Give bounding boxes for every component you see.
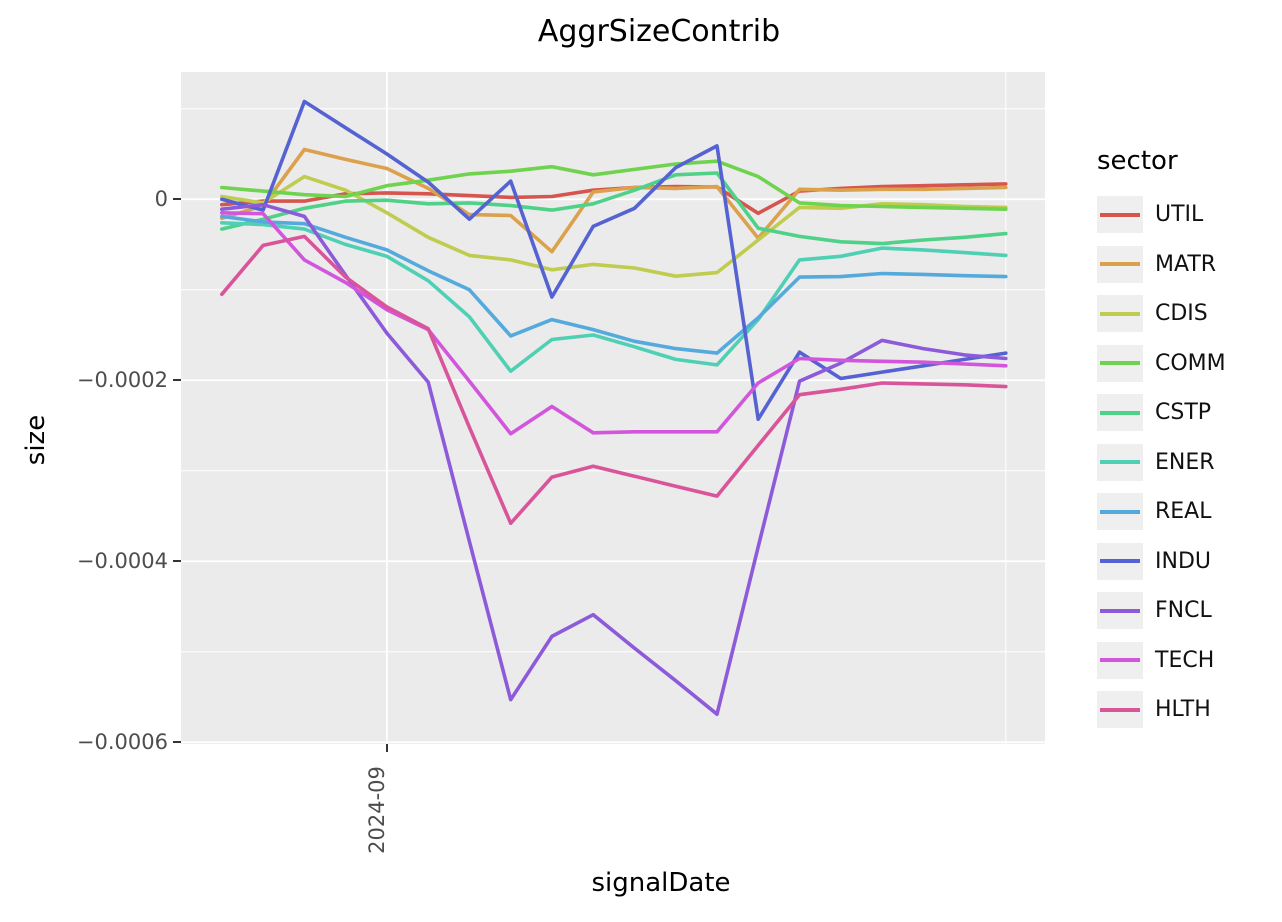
legend-item-CSTP: CSTP	[1097, 388, 1226, 438]
legend-item-CDIS: CDIS	[1097, 289, 1226, 339]
legend-key-swatch	[1097, 691, 1143, 729]
chart-title: AggrSizeContrib	[537, 14, 781, 49]
series-line-HLTH	[219, 234, 1008, 526]
y-tick-mark	[173, 741, 181, 744]
legend-label: MATR	[1155, 251, 1217, 277]
legend-item-COMM: COMM	[1097, 339, 1226, 389]
legend-key-swatch	[1097, 443, 1143, 481]
legend-title: sector	[1097, 146, 1178, 176]
legend: sector UTIL MATR CDIS COMM CSTP ENER REAL INDU F…	[1097, 146, 1226, 735]
series-line-MATR	[219, 147, 1008, 254]
legend-key-swatch	[1097, 542, 1143, 580]
series-line-COMM	[219, 159, 1008, 211]
series-line-ENER	[219, 221, 1008, 374]
x-tick-label: 2024-09	[364, 766, 389, 854]
legend-label: FNCL	[1155, 598, 1212, 624]
y-tick-label: −0.0002	[76, 367, 168, 392]
legend-item-TECH: TECH	[1097, 636, 1226, 686]
legend-key-line	[1100, 707, 1140, 712]
plot-canvas	[181, 72, 1045, 744]
y-tick-mark	[173, 379, 181, 382]
legend-key-line	[1100, 559, 1140, 564]
y-tick-mark	[173, 198, 181, 201]
legend-key-line	[1100, 410, 1140, 415]
y-tick-label: 0	[154, 186, 168, 211]
legend-item-HLTH: HLTH	[1097, 685, 1226, 735]
legend-key-line	[1100, 608, 1140, 613]
x-tick-mark	[385, 744, 388, 752]
legend-label: CSTP	[1155, 400, 1212, 426]
x-axis-title: signalDate	[591, 868, 731, 898]
series-line-REAL	[219, 214, 1008, 355]
legend-key-line	[1100, 311, 1140, 316]
legend-key-line	[1100, 509, 1140, 514]
legend-key-swatch	[1097, 641, 1143, 679]
legend-key-line	[1100, 361, 1140, 366]
legend-label: HLTH	[1155, 697, 1211, 723]
legend-label: INDU	[1155, 548, 1211, 574]
legend-key-line	[1100, 212, 1140, 217]
legend-key-swatch	[1097, 196, 1143, 234]
legend-label: REAL	[1155, 499, 1212, 525]
legend-key-swatch	[1097, 394, 1143, 432]
legend-label: TECH	[1155, 647, 1215, 673]
legend-key-swatch	[1097, 344, 1143, 382]
legend-item-FNCL: FNCL	[1097, 586, 1226, 636]
y-axis-title: size	[21, 414, 51, 466]
legend-label: COMM	[1155, 350, 1226, 376]
y-tick-label: −0.0006	[76, 729, 168, 754]
legend-item-REAL: REAL	[1097, 487, 1226, 537]
legend-items: UTIL MATR CDIS COMM CSTP ENER REAL INDU FNCL TECH…	[1097, 190, 1226, 735]
series-line-INDU	[219, 99, 1008, 422]
legend-key-line	[1100, 658, 1140, 663]
legend-key-swatch	[1097, 245, 1143, 283]
series-line-CSTP	[219, 171, 1008, 246]
y-tick-label: −0.0004	[76, 548, 168, 573]
legend-item-MATR: MATR	[1097, 240, 1226, 290]
legend-key-swatch	[1097, 592, 1143, 630]
legend-label: CDIS	[1155, 301, 1208, 327]
legend-item-UTIL: UTIL	[1097, 190, 1226, 240]
legend-key-swatch	[1097, 493, 1143, 531]
legend-label: UTIL	[1155, 202, 1204, 228]
legend-item-INDU: INDU	[1097, 537, 1226, 587]
series-line-TECH	[219, 211, 1008, 436]
y-tick-mark	[173, 560, 181, 563]
legend-label: ENER	[1155, 449, 1215, 475]
legend-key-swatch	[1097, 295, 1143, 333]
legend-key-line	[1100, 460, 1140, 465]
legend-key-line	[1100, 262, 1140, 267]
legend-item-ENER: ENER	[1097, 438, 1226, 488]
plot-panel	[181, 72, 1045, 744]
